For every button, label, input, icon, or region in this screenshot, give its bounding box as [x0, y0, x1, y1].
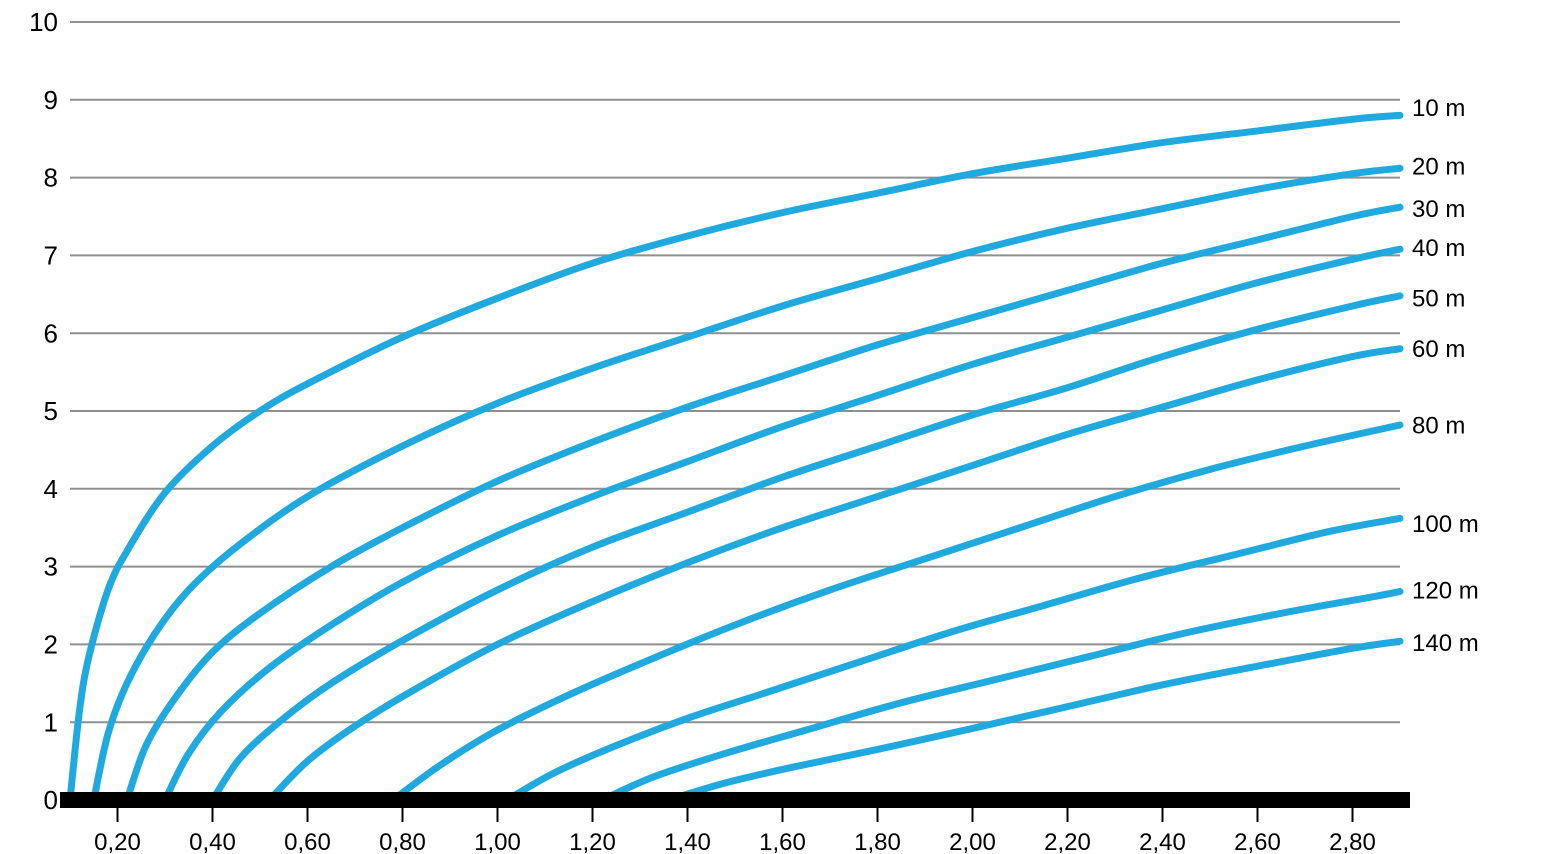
x-tick-label: 1,00: [474, 829, 521, 854]
x-tick-label: 2,00: [949, 829, 996, 854]
series-label: 140 m: [1412, 630, 1479, 657]
series-label: 40 m: [1412, 235, 1465, 262]
y-tick-label: 5: [44, 396, 58, 426]
x-tick-label: 2,60: [1234, 829, 1281, 854]
x-tick-label: 2,20: [1044, 829, 1091, 854]
series-label: 80 m: [1412, 412, 1465, 439]
x-tick-label: 1,20: [569, 829, 616, 854]
y-tick-label: 4: [44, 474, 58, 504]
x-tick-label: 1,80: [854, 829, 901, 854]
x-tick-label: 0,40: [189, 829, 236, 854]
series-label: 120 m: [1412, 577, 1479, 604]
x-tick-label: 0,60: [284, 829, 331, 854]
y-tick-label: 2: [44, 630, 58, 660]
chart-wrapper: 0,20 0,40 0,60 0,80 1,00 1,20 1,40 1,60 1,80 2,00…: [0, 0, 1556, 854]
y-tick-label: 3: [44, 552, 58, 582]
y-tick-label: 10: [29, 7, 58, 37]
x-axis-bar: [60, 792, 1410, 808]
y-tick-label: 1: [44, 707, 58, 737]
series-label: 50 m: [1412, 286, 1465, 313]
x-tick-label: 2,40: [1139, 829, 1186, 854]
y-tick-label: 0: [44, 785, 58, 815]
y-tick-label: 7: [44, 241, 58, 271]
series-label: 20 m: [1412, 153, 1465, 180]
x-tick-label: 0,80: [379, 829, 426, 854]
y-tick-label: 6: [44, 318, 58, 348]
x-tick-label: 1,40: [664, 829, 711, 854]
series-label: 100 m: [1412, 511, 1479, 538]
y-tick-label: 9: [44, 85, 58, 115]
line-chart: 0,20 0,40 0,60 0,80 1,00 1,20 1,40 1,60 1,80 2,00…: [0, 0, 1556, 854]
series-label: 10 m: [1412, 95, 1465, 122]
series-label: 60 m: [1412, 336, 1465, 363]
x-tick-label: 2,80: [1329, 829, 1376, 854]
series-label: 30 m: [1412, 196, 1465, 223]
x-tick-label: 0,20: [94, 829, 141, 854]
y-tick-label: 8: [44, 163, 58, 193]
x-tick-label: 1,60: [759, 829, 806, 854]
